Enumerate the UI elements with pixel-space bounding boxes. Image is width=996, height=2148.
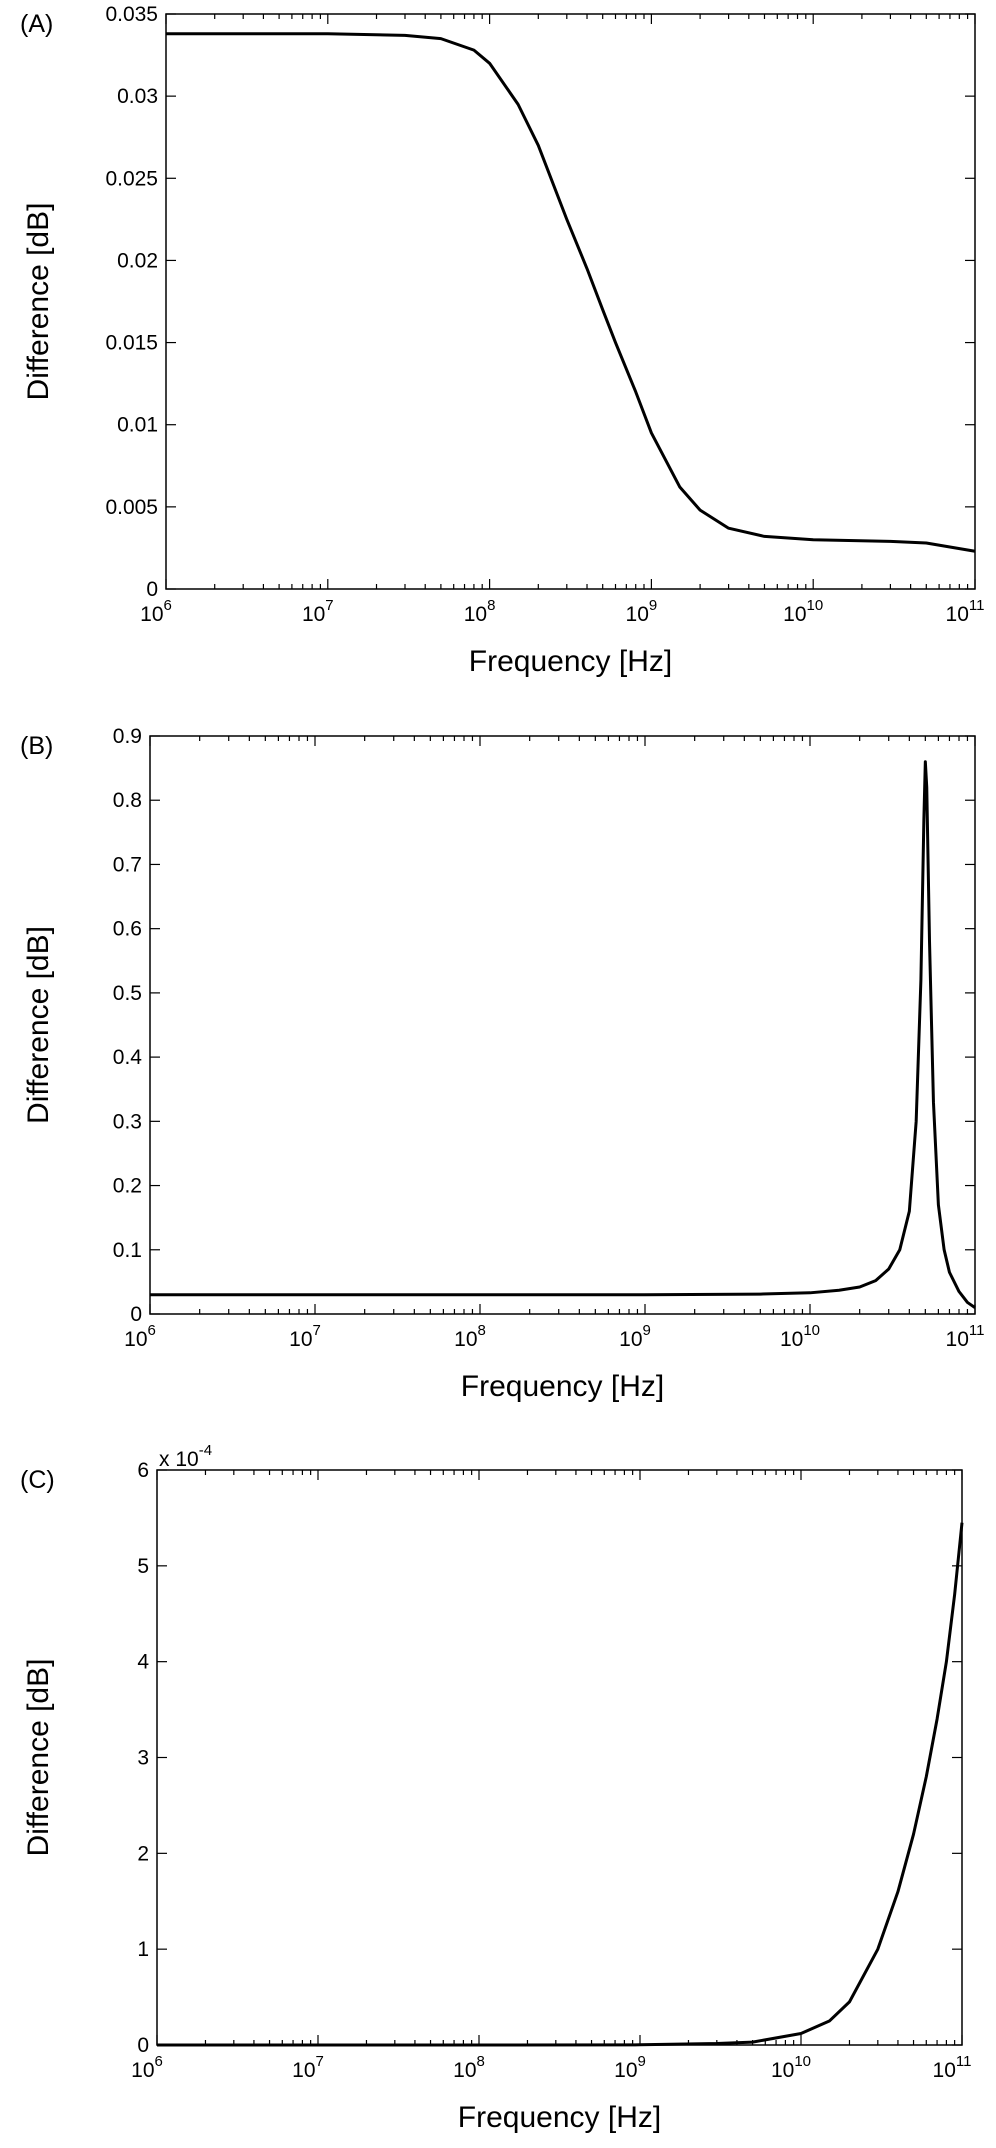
y-axis-label: Difference [dB] — [22, 926, 55, 1124]
x-tick-label: 109 — [619, 1322, 651, 1351]
x-tick-label: 1011 — [933, 2053, 972, 2082]
chart-panel-c: (C) 106 107 108 109 1010 1011 0 1 2 3 4 5 6 x 10-4 Freq… — [0, 1432, 996, 2148]
series-line — [150, 760, 976, 1309]
plot-frame — [149, 735, 976, 1315]
y-tick-label: 0.1 — [113, 1239, 142, 1262]
y-tick-label: 0.9 — [113, 725, 142, 748]
x-axis-label: Frequency [Hz] — [469, 645, 672, 678]
y-tick-label: 6 — [137, 1459, 149, 1482]
x-tick-label: 1010 — [771, 2053, 811, 2082]
panel-label: (A) — [20, 10, 53, 38]
chart-a: (A) 106 107 108 109 1010 1011 0 0.005 0.01 0.015 0.… — [20, 3, 985, 678]
y-tick-label: 5 — [137, 1555, 149, 1578]
series-line — [157, 1522, 964, 2047]
x-axis-label: Frequency [Hz] — [458, 2101, 661, 2134]
x-tick-label: 108 — [453, 2053, 485, 2082]
x-tick-label: 107 — [292, 2053, 324, 2082]
y-tick-label: 0.8 — [113, 789, 142, 812]
y-tick-label: 1 — [137, 1938, 149, 1961]
y-tick-label: 0.5 — [113, 982, 142, 1005]
y-tick-label: 0.01 — [117, 414, 158, 437]
x-tick-label: 106 — [140, 597, 172, 626]
x-minor-ticks — [214, 14, 969, 589]
y-tick-label: 0.005 — [105, 496, 158, 519]
y-tick-label: 0.6 — [113, 918, 142, 941]
y-axis-label: Difference [dB] — [22, 203, 55, 401]
y-tick-label: 0 — [146, 578, 158, 601]
chart-b: (B) 106 107 108 109 1010 1011 0 0.1 0.2 0.3 0.4 0.5 0… — [20, 725, 985, 1403]
y-tick-label: 0.025 — [105, 167, 158, 190]
x-tick-label: 1010 — [783, 597, 823, 626]
panel-label: (C) — [20, 1466, 55, 1494]
y-tick-label: 4 — [137, 1651, 149, 1674]
x-tick-label: 109 — [614, 2053, 646, 2082]
series-line — [166, 32, 976, 553]
x-minor-ticks — [204, 1470, 956, 2045]
y-tick-label: 0.2 — [113, 1175, 142, 1198]
y-tick-label: 0.02 — [117, 249, 158, 272]
plot-frame — [165, 13, 976, 590]
y-exponent-label: x 10-4 — [159, 1442, 212, 1471]
chart-panel-a: (A) 106 107 108 109 1010 1011 0 0.005 0.01 0.015 0.… — [0, 0, 996, 716]
plot-frame — [156, 1469, 963, 2046]
chart-panel-b: (B) 106 107 108 109 1010 1011 0 0.1 0.2 0.3 0.4 0.5 0… — [0, 716, 996, 1432]
x-tick-label: 108 — [464, 597, 496, 626]
x-tick-label: 108 — [454, 1322, 486, 1351]
x-tick-label: 1011 — [946, 597, 985, 626]
x-tick-label: 1011 — [946, 1322, 985, 1351]
x-axis-label: Frequency [Hz] — [461, 1370, 664, 1403]
y-tick-label: 0.4 — [113, 1046, 143, 1069]
y-tick-label: 0.035 — [105, 3, 158, 26]
y-tick-label: 0 — [137, 2034, 149, 2057]
y-axis-label: Difference [dB] — [22, 1659, 55, 1857]
y-tick-label: 3 — [137, 1747, 149, 1770]
x-tick-label: 109 — [626, 597, 658, 626]
x-tick-label: 107 — [302, 597, 334, 626]
y-tick-label: 0.7 — [113, 853, 142, 876]
x-tick-label: 107 — [289, 1322, 321, 1351]
panel-label: (B) — [20, 732, 53, 760]
x-minor-ticks — [199, 736, 969, 1314]
x-tick-label: 106 — [131, 2053, 163, 2082]
y-tick-label: 2 — [137, 1842, 149, 1865]
y-tick-label: 0.3 — [113, 1110, 142, 1133]
x-tick-label: 1010 — [780, 1322, 820, 1351]
chart-c: (C) 106 107 108 109 1010 1011 0 1 2 3 4 5 6 x 10-4 Freq… — [20, 1442, 972, 2134]
y-tick-label: 0 — [130, 1303, 142, 1326]
y-tick-label: 0.015 — [105, 332, 158, 355]
x-tick-label: 106 — [124, 1322, 156, 1351]
y-tick-label: 0.03 — [117, 85, 158, 108]
